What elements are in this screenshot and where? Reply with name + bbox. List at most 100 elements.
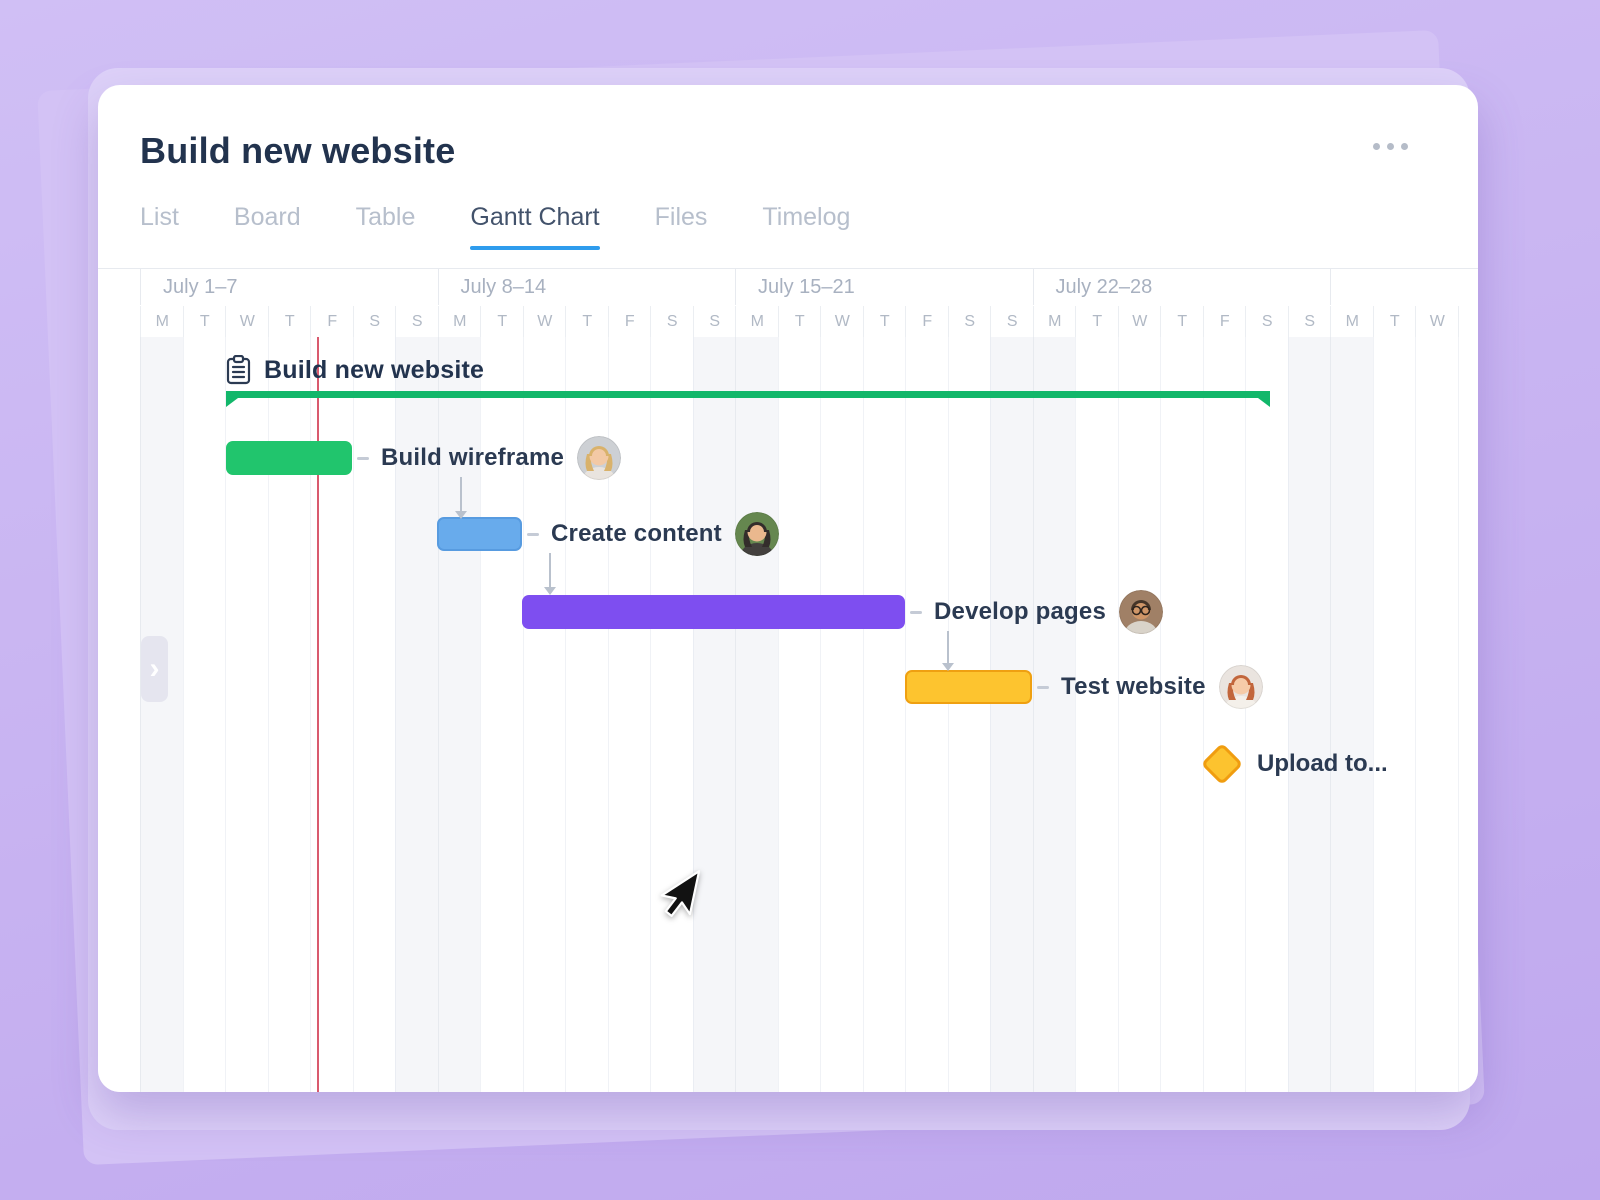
day-header-cell: T [565,306,609,337]
assignee-avatar [734,512,779,556]
day-gridline [905,337,906,1092]
day-header-cell: F [905,306,949,337]
clipboard-icon [226,355,251,385]
day-gridline [650,337,651,1092]
tab-list[interactable]: List [140,203,179,248]
task-bar-create-content[interactable] [437,517,522,551]
tab-label: Files [654,203,708,231]
milestone-label: Upload to... [1257,750,1388,777]
tab-timelog[interactable]: Timelog [762,203,850,248]
week-gridline [140,337,141,1092]
day-header-cell: F [607,306,652,337]
day-header-cell: S [1287,306,1332,337]
day-gridline [947,337,949,1092]
day-header-cell: M [1032,306,1077,337]
day-header-cell: T [1160,306,1204,337]
day-gridline [862,337,864,1092]
task-meta: Test website [1037,665,1263,709]
timeline-week-row: July 1–7 July 8–14 July 15–21 July 22–28 [98,268,1478,307]
day-gridline [607,337,609,1092]
today-line [317,337,319,1092]
day-gridline [820,337,821,1092]
project-name: Build new website [264,355,485,384]
day-gridline [480,337,481,1092]
day-header-cell: S [352,306,397,337]
week-gridline [1032,337,1034,1092]
week-gridline [437,337,439,1092]
day-header-cell: T [182,306,227,337]
ellipsis-icon [1373,143,1380,150]
day-header-cell: W [1117,306,1162,337]
week-header-cell: July 8–14 [437,269,737,305]
day-gridline [1245,337,1246,1092]
gantt-chart-area: Build new website Build wireframe Create c… [98,337,1478,1092]
project-span-bar[interactable] [226,391,1270,398]
day-header-cell: S [650,306,694,337]
task-meta: Build wireframe [357,436,622,480]
task-bar-develop-pages[interactable] [522,595,905,629]
ellipsis-icon [1401,143,1408,150]
more-options-button[interactable] [1373,143,1408,150]
dependency-arrow-line [947,631,949,663]
day-gridline [1075,337,1076,1092]
day-gridline [1287,337,1289,1092]
day-header-cell: M [735,306,779,337]
day-gridline [1415,337,1416,1092]
weekend-shading [140,337,183,1092]
day-gridline [1202,337,1204,1092]
milestone-row: Upload to... [1200,742,1388,786]
task-label: Build wireframe [381,444,565,471]
task-bar-test-website[interactable] [905,670,1032,704]
day-header-cell: W [225,306,269,337]
tab-board[interactable]: Board [234,203,301,248]
day-gridline [352,337,354,1092]
day-header-cell: S [692,306,737,337]
day-header-cell: T [267,306,312,337]
day-header-cell: T [1075,306,1119,337]
day-header-cell: W [1415,306,1459,337]
day-gridline [1117,337,1119,1092]
dependency-arrow-head [544,587,556,595]
day-gridline [1160,337,1161,1092]
task-label: Test website [1061,673,1206,700]
app-card: Build new website List Board Table Gantt Ch… [98,85,1478,1092]
task-meta: Create content [527,512,779,556]
label-connector-dash [1037,685,1049,689]
day-header-cell: S [1245,306,1289,337]
task-bar-build-wireframe[interactable] [226,441,352,475]
label-connector-dash [910,610,922,614]
week-header-cell [1330,269,1478,305]
day-header-cell: M [140,306,184,337]
day-gridline [225,337,226,1092]
day-gridline [990,337,991,1092]
dependency-arrow-line [549,553,551,587]
day-gridline [777,337,779,1092]
day-header-cell: T [777,306,822,337]
dependency-arrow-head [455,511,467,519]
project-row: Build new website [226,355,484,385]
tab-label: List [140,203,179,231]
expand-sidebar-handle[interactable]: › [141,636,168,702]
dependency-arrow-head [942,663,954,671]
dependency-arrow-line [460,477,462,511]
week-label: July 22–28 [1055,275,1153,298]
tab-label: Table [355,203,416,231]
milestone-diamond[interactable] [1200,742,1244,786]
day-gridline [692,337,694,1092]
day-gridline [565,337,566,1092]
day-header-cell: W [820,306,864,337]
day-header-cell: W [522,306,567,337]
page-title: Build new website [140,130,456,171]
assignee-avatar [1119,590,1163,634]
day-header-cell: S [990,306,1034,337]
day-header-cell: M [1330,306,1374,337]
day-header-cell: T [862,306,907,337]
tab-files[interactable]: Files [655,203,708,248]
day-header-cell: F [1202,306,1247,337]
label-connector-dash [527,532,539,536]
day-gridline [1372,337,1374,1092]
day-gridline [1457,337,1459,1092]
tab-gantt-chart[interactable]: Gantt Chart [470,203,600,250]
tab-table[interactable]: Table [356,203,416,248]
day-header-cell [1457,306,1479,337]
